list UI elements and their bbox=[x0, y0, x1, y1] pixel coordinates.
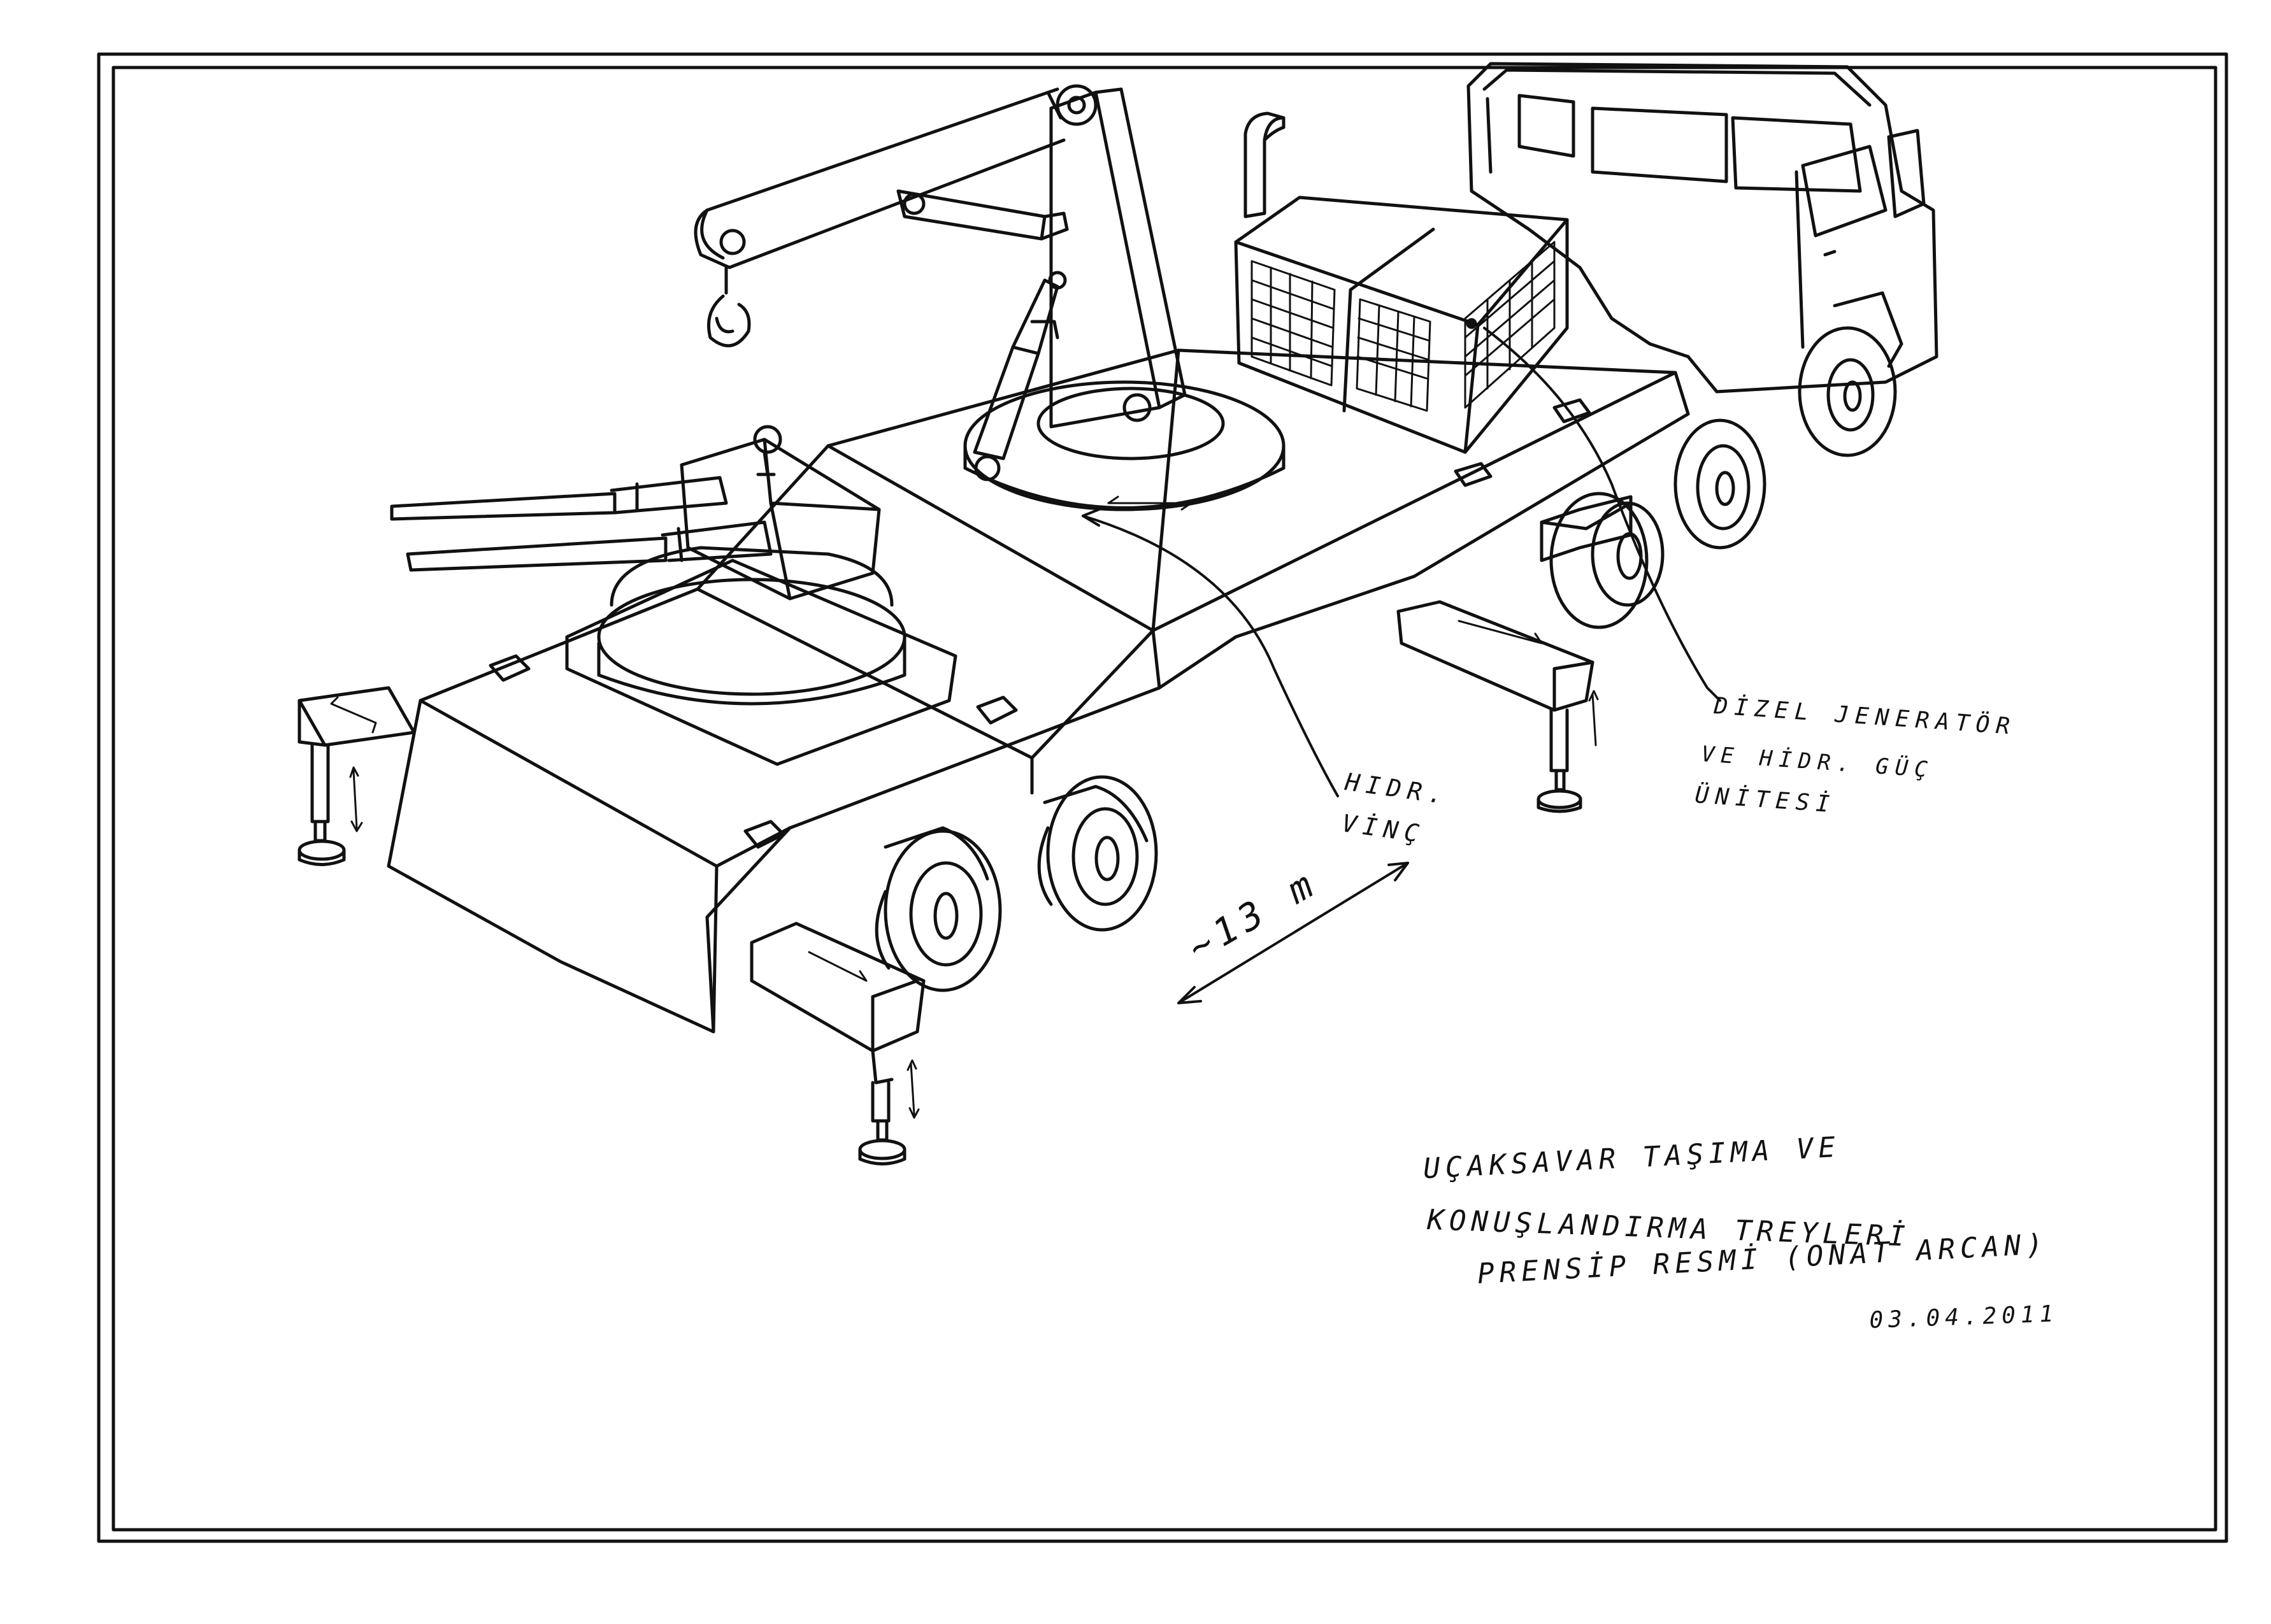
outrigger-rear-right bbox=[750, 922, 926, 1165]
front-tandem-wheels bbox=[1549, 418, 1766, 629]
trailer-chassis bbox=[387, 348, 1690, 1034]
generator-label-line2: VE HİDR. GÜÇ bbox=[1700, 741, 1935, 783]
page-border bbox=[97, 52, 2228, 1543]
winch-label-line2: VİNÇ bbox=[1340, 809, 1427, 848]
exhaust-stack bbox=[1243, 111, 1286, 218]
turntable-rotation-arrow bbox=[1107, 495, 1193, 511]
cab-window-right bbox=[1731, 116, 1862, 193]
generator-label-line3: ÜNİTESİ bbox=[1694, 781, 1837, 818]
cab-window-left bbox=[1591, 106, 1728, 183]
length-dimension-arrow bbox=[1177, 862, 1409, 1004]
generator-leader-line bbox=[1483, 327, 1721, 702]
cab-front-wheel bbox=[1798, 326, 1897, 457]
cab-side-window bbox=[1801, 145, 1888, 238]
hydraulic-crane bbox=[694, 84, 1187, 481]
winch-leader-line bbox=[1082, 508, 1339, 797]
diesel-generator-unit bbox=[1234, 196, 1569, 454]
outrigger-rear-left bbox=[297, 686, 416, 866]
generator-label-line1: DİZEL JENERATÖR bbox=[1712, 692, 2017, 740]
outrigger-front-left bbox=[1396, 600, 1599, 813]
length-dimension-label: ~13 m bbox=[1180, 860, 1326, 969]
anti-aircraft-gun bbox=[390, 425, 957, 766]
winch-label-line1: HIDR. bbox=[1343, 767, 1451, 810]
rear-wheels bbox=[875, 775, 1158, 992]
drawing-title-line1: UÇAKSAVAR TAŞIMA VE bbox=[1422, 1131, 1841, 1185]
drawing-date: 03.04.2011 bbox=[1869, 1301, 2059, 1334]
deck-mount-plates bbox=[489, 398, 1591, 849]
crane-turntable bbox=[963, 380, 1286, 511]
